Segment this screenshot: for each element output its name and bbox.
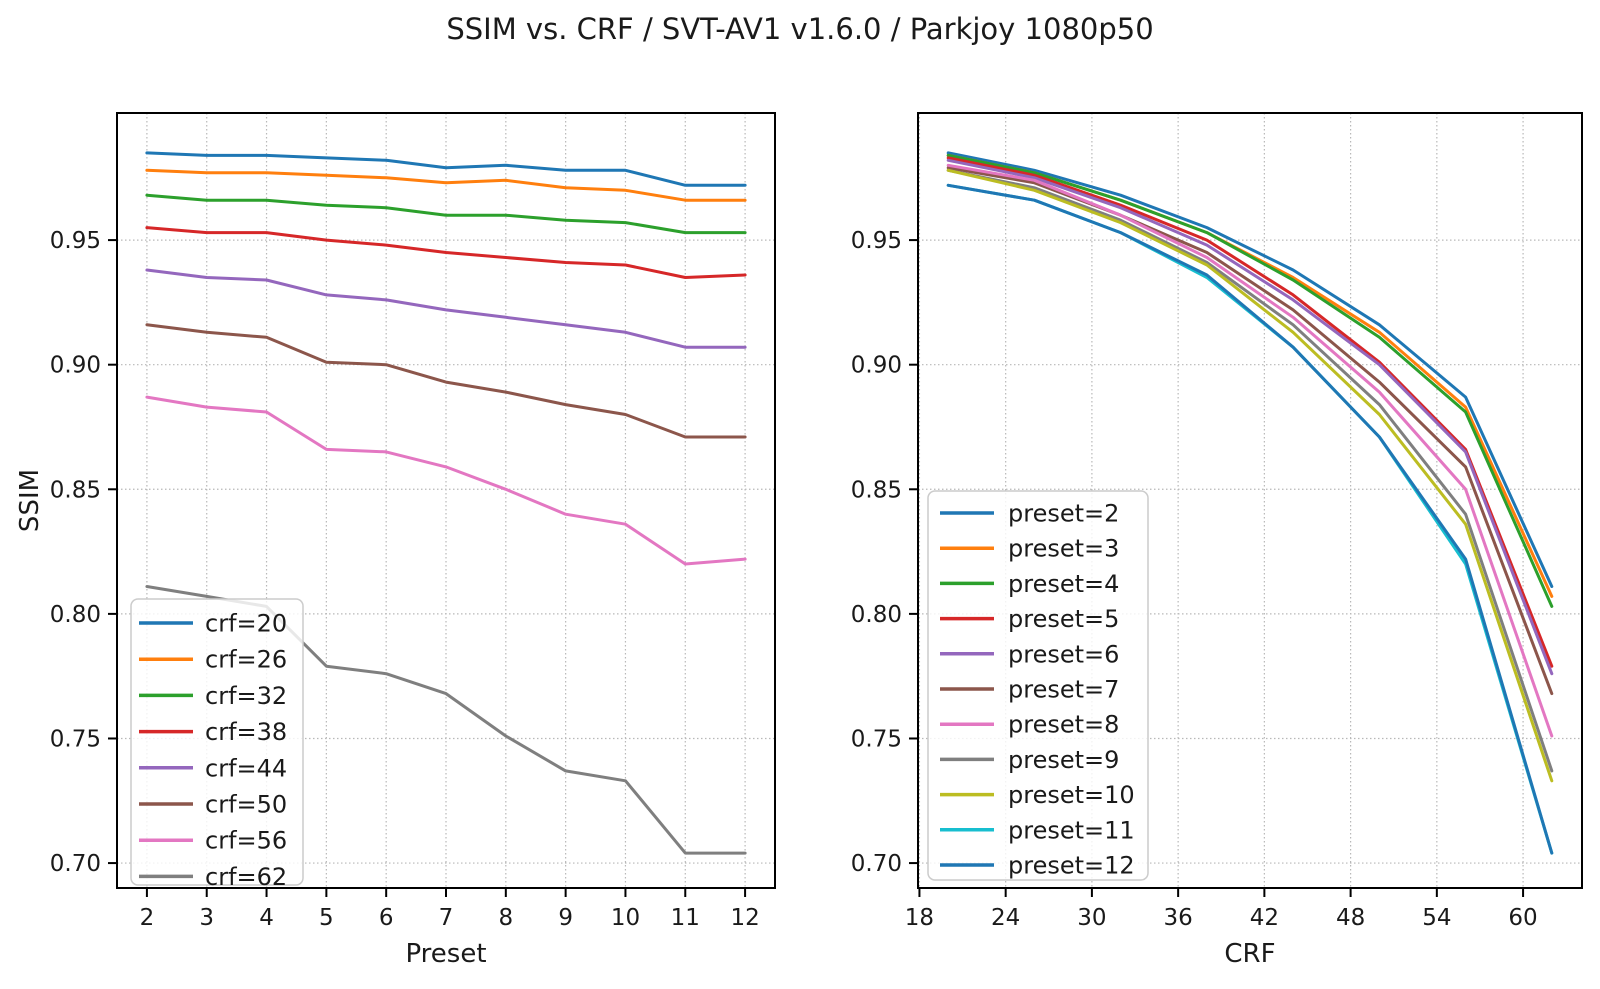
y-tick-label: 0.75 [50, 726, 101, 752]
legend-label: crf=56 [205, 827, 287, 855]
legend-label: crf=38 [205, 718, 287, 746]
x-tick-label: 11 [671, 905, 700, 931]
legend-label: crf=20 [205, 610, 287, 638]
series-line-crf=44 [145, 268, 747, 349]
legend-label: crf=44 [205, 754, 287, 782]
legend-label: preset=3 [1008, 535, 1119, 563]
legend-label: preset=8 [1008, 711, 1119, 739]
y-tick-label: 0.95 [851, 228, 902, 254]
x-tick-label: 9 [558, 905, 573, 931]
legend-label: crf=62 [205, 863, 287, 891]
series-line-preset=7 [946, 166, 1554, 696]
x-tick-label: 5 [319, 905, 334, 931]
legend-label: preset=4 [1008, 570, 1119, 598]
x-tick-label: 36 [1163, 905, 1192, 931]
legend-label: preset=7 [1008, 676, 1119, 704]
y-tick-label: 0.95 [50, 228, 101, 254]
axes-frame [917, 112, 1583, 889]
legend-label: crf=26 [205, 646, 287, 674]
legend: crf=20 crf=26 crf=32 crf=38 crf=44 crf=50 crf=… [130, 598, 304, 891]
y-tick-label: 0.85 [851, 477, 902, 503]
x-tick-label: 7 [439, 905, 454, 931]
y-tick-label: 0.70 [50, 851, 101, 877]
series-line-preset=10 [946, 168, 1554, 783]
legend-label: crf=32 [205, 682, 287, 710]
y-tick-label: 0.75 [851, 726, 902, 752]
series-line-preset=2 [946, 151, 1554, 588]
legend-box [927, 490, 1149, 881]
x-tick-label: 60 [1508, 905, 1537, 931]
legend-label: preset=12 [1008, 852, 1135, 880]
x-tick-label: 42 [1250, 905, 1279, 931]
legend-label: crf=50 [205, 791, 287, 819]
y-tick-label: 0.80 [851, 602, 902, 628]
subplot-ssim-vs-crf: 18 24 30 36 42 48 54 60 0.70 0.75 0.80 0.85 0.90 0.95… [851, 112, 1583, 969]
x-tick-label: 54 [1422, 905, 1451, 931]
subplot-ssim-vs-preset: 2 3 4 5 6 7 8 9 10 11 12 0.70 0.75 0.80 0.85 0.90 0.95 Pr… [15, 112, 776, 969]
legend: preset=2 preset=3 preset=4 preset=5 preset=6… [927, 490, 1149, 881]
x-tick-label: 3 [199, 905, 214, 931]
legend-box [130, 598, 304, 886]
series-line-crf=50 [145, 323, 747, 439]
x-tick-label: 12 [730, 905, 759, 931]
y-tick-label: 0.90 [50, 353, 101, 379]
series-line-crf=26 [145, 168, 747, 202]
legend-label: preset=11 [1008, 816, 1135, 844]
series-line-crf=38 [145, 226, 747, 279]
series-line-preset=5 [946, 156, 1554, 668]
y-tick-label: 0.70 [851, 851, 902, 877]
legend-label: preset=10 [1008, 781, 1135, 809]
series-line-crf=56 [145, 395, 747, 566]
series-line-preset=4 [946, 153, 1554, 608]
legend-label: preset=2 [1008, 500, 1119, 528]
series-line-preset=9 [946, 168, 1554, 773]
legend-label: preset=6 [1008, 640, 1119, 668]
series-line-crf=20 [145, 151, 747, 187]
x-tick-label: 8 [498, 905, 513, 931]
x-tick-label: 2 [140, 905, 155, 931]
x-tick-label: 24 [991, 905, 1020, 931]
x-tick-label: 4 [259, 905, 274, 931]
figure-title: SSIM vs. CRF / SVT-AV1 v1.6.0 / Parkjoy … [446, 12, 1154, 46]
x-axis-label: CRF [1224, 939, 1275, 969]
series-line-preset=12 [946, 183, 1554, 855]
y-tick-label: 0.80 [50, 602, 101, 628]
y-axis-label: SSIM [15, 469, 45, 532]
x-tick-label: 30 [1077, 905, 1106, 931]
series-line-preset=8 [946, 163, 1554, 738]
series-line-crf=32 [145, 193, 747, 235]
legend-label: preset=5 [1008, 605, 1119, 633]
series-line-preset=6 [946, 158, 1554, 676]
x-tick-label: 6 [379, 905, 394, 931]
legend-label: preset=9 [1008, 746, 1119, 774]
x-axis-label: Preset [405, 939, 486, 969]
y-tick-label: 0.85 [50, 477, 101, 503]
x-tick-label: 48 [1336, 905, 1365, 931]
x-tick-label: 10 [611, 905, 640, 931]
x-tick-label: 18 [905, 905, 934, 931]
y-tick-label: 0.90 [851, 353, 902, 379]
